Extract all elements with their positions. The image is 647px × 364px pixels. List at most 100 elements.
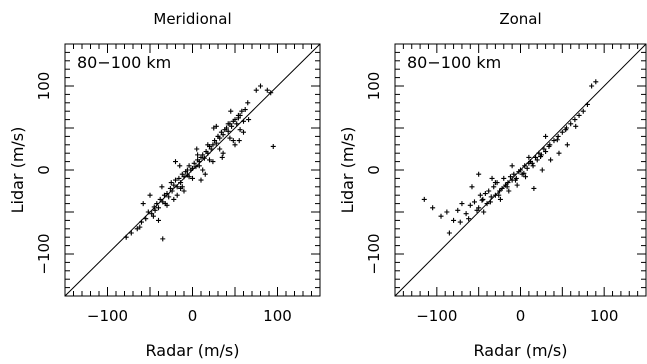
data-point	[196, 159, 202, 165]
data-point	[264, 87, 270, 93]
data-point	[533, 154, 539, 160]
data-point	[220, 150, 226, 156]
data-point	[228, 108, 234, 114]
data-point	[152, 207, 158, 213]
data-point	[521, 170, 527, 176]
data-point	[150, 213, 156, 219]
data-point	[173, 177, 178, 183]
data-point	[421, 196, 427, 202]
data-point	[186, 163, 192, 169]
data-point	[202, 171, 208, 177]
x-tick-label: −100	[87, 307, 128, 325]
data-point	[559, 129, 565, 135]
data-point	[162, 201, 168, 207]
data-point	[167, 185, 173, 191]
data-point	[484, 201, 490, 207]
data-point	[446, 230, 452, 236]
data-point	[230, 138, 236, 144]
data-point	[546, 143, 552, 149]
data-point	[457, 219, 463, 225]
data-point	[522, 163, 528, 169]
data-point	[213, 123, 219, 129]
data-point	[184, 167, 190, 173]
data-point	[512, 177, 518, 183]
data-point	[476, 171, 482, 177]
data-point	[455, 207, 461, 213]
y-axis-label: Lidar (m/s)	[8, 127, 27, 214]
data-point	[229, 123, 235, 129]
data-point	[507, 174, 513, 180]
data-point	[212, 138, 218, 144]
data-point	[215, 133, 221, 139]
data-point	[501, 175, 507, 181]
data-point	[181, 188, 187, 194]
data-point	[239, 108, 245, 114]
data-point	[258, 83, 263, 89]
data-point	[573, 123, 579, 129]
data-point	[576, 112, 582, 118]
data-point	[181, 174, 187, 180]
data-point	[476, 205, 482, 211]
y-tick-label: 100	[35, 72, 53, 101]
data-point	[497, 188, 503, 194]
data-point	[479, 197, 485, 203]
data-point	[487, 199, 493, 205]
data-point	[548, 157, 554, 163]
data-point	[529, 160, 535, 166]
data-point	[568, 121, 574, 127]
y-tick-label: −100	[35, 233, 53, 274]
data-point	[430, 205, 436, 211]
data-point	[564, 142, 570, 148]
data-point	[459, 201, 465, 207]
data-point	[471, 199, 477, 205]
data-point	[123, 234, 129, 240]
data-point	[160, 236, 166, 242]
y-tick-label: 100	[365, 72, 383, 101]
data-point	[176, 175, 182, 181]
data-point	[241, 118, 246, 124]
data-point	[168, 180, 174, 186]
data-point	[190, 165, 195, 171]
data-point	[538, 154, 544, 160]
data-point	[166, 194, 172, 200]
data-point	[164, 191, 170, 197]
data-point	[563, 127, 569, 133]
data-point	[551, 138, 557, 144]
altitude-range-annotation: 80−100 km	[407, 53, 501, 72]
data-point	[225, 128, 231, 134]
y-axis-label: Lidar (m/s)	[338, 127, 357, 214]
data-point	[140, 201, 146, 207]
data-point	[157, 196, 163, 202]
data-point	[236, 138, 242, 144]
data-point	[134, 226, 140, 232]
data-point	[245, 100, 251, 106]
data-point	[543, 149, 549, 155]
data-point	[514, 182, 520, 188]
data-point	[211, 125, 217, 131]
panel-meridional: −100 0 100 −100 0 100 Meridional 80−100 km Radar…	[8, 10, 321, 360]
data-point	[536, 150, 542, 156]
y-tick-label: 0	[365, 165, 383, 175]
data-point	[213, 140, 219, 146]
x-axis-label: Radar (m/s)	[474, 341, 568, 360]
data-point	[198, 154, 204, 160]
data-point	[506, 188, 512, 194]
data-point	[178, 185, 184, 191]
data-point	[477, 192, 483, 198]
data-point	[191, 160, 197, 166]
data-point	[210, 142, 216, 148]
data-point	[137, 224, 143, 230]
data-point	[171, 196, 177, 202]
data-point	[217, 146, 223, 152]
data-point	[539, 167, 545, 173]
data-point	[481, 209, 487, 215]
data-point	[580, 108, 586, 114]
data-point	[235, 112, 241, 118]
data-point	[486, 188, 492, 194]
data-point	[469, 184, 475, 190]
data-point	[149, 211, 155, 217]
data-point	[218, 129, 224, 135]
data-point	[496, 192, 502, 198]
